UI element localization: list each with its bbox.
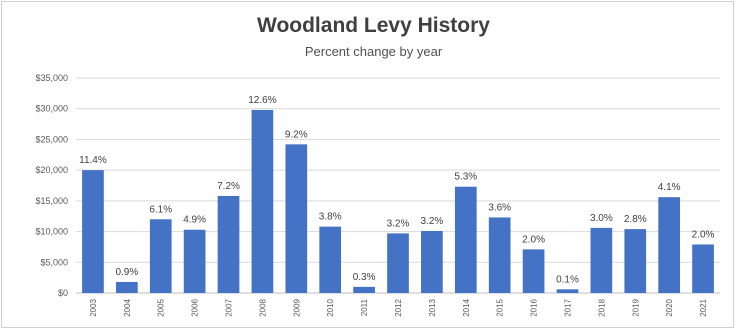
y-tick-label: $25,000 — [35, 134, 68, 144]
data-label: 4.9% — [183, 215, 206, 226]
x-tick-label: 2015 — [496, 298, 505, 316]
x-tick-label: 2010 — [326, 298, 335, 316]
bar — [82, 170, 104, 293]
bar — [488, 217, 511, 293]
x-tick-label: 2012 — [394, 298, 403, 316]
bar — [421, 230, 443, 293]
bar — [115, 281, 138, 293]
bar — [454, 186, 477, 293]
x-tick-label: 2018 — [597, 298, 606, 316]
x-tick-label: 2009 — [292, 298, 301, 316]
x-tick-label: 2013 — [428, 298, 437, 316]
data-label: 3.6% — [488, 202, 511, 213]
bar — [556, 289, 579, 293]
data-label: 0.9% — [115, 267, 138, 278]
y-tick-label: $0 — [58, 288, 68, 298]
y-tick-label: $30,000 — [35, 104, 68, 114]
bar — [658, 197, 681, 293]
y-tick-label: $10,000 — [35, 227, 68, 237]
x-tick-label: 2014 — [462, 298, 471, 316]
data-label: 11.4% — [79, 155, 107, 166]
x-tick-label: 2008 — [258, 298, 267, 316]
x-tick-label: 2003 — [89, 298, 98, 316]
bar — [319, 226, 342, 293]
data-label: 6.1% — [149, 204, 172, 215]
y-tick-label: $35,000 — [35, 73, 68, 83]
y-tick-label: $15,000 — [35, 196, 68, 206]
data-label: 9.2% — [285, 129, 308, 140]
x-tick-label: 2019 — [631, 298, 640, 316]
data-label: 3.2% — [420, 216, 443, 227]
x-tick-label: 2006 — [191, 298, 200, 316]
data-label: 3.8% — [319, 212, 342, 223]
x-tick-label: 2011 — [360, 298, 369, 316]
x-tick-label: 2021 — [699, 298, 708, 316]
bar — [183, 229, 206, 293]
x-tick-label: 2005 — [157, 298, 166, 316]
data-label: 2.0% — [692, 229, 715, 240]
data-label: 7.2% — [217, 181, 240, 192]
data-label: 0.1% — [556, 274, 579, 285]
x-tick-label: 2020 — [665, 298, 674, 316]
x-tick-label: 2004 — [123, 298, 132, 316]
bar — [353, 286, 375, 293]
chart-subtitle: Percent change by year — [304, 44, 443, 59]
bar — [387, 233, 409, 293]
bar — [217, 195, 240, 293]
data-label: 12.6% — [248, 95, 276, 106]
bar — [285, 144, 308, 293]
x-tick-label: 2007 — [225, 298, 234, 316]
data-label: 2.0% — [522, 234, 545, 245]
bar — [590, 227, 613, 293]
y-tick-label: $20,000 — [35, 165, 68, 175]
x-tick-label: 2017 — [563, 298, 572, 316]
bar — [624, 229, 647, 293]
bar — [692, 244, 714, 293]
data-label: 2.8% — [624, 214, 647, 225]
data-label: 0.3% — [353, 272, 376, 283]
x-tick-label: 2016 — [530, 298, 539, 316]
y-tick-label: $5,000 — [40, 257, 68, 267]
bar — [149, 219, 172, 293]
bar — [522, 249, 545, 293]
data-label: 3.2% — [387, 218, 410, 229]
data-label: 4.1% — [658, 182, 681, 193]
bar — [251, 109, 274, 293]
data-label: 5.3% — [454, 172, 477, 183]
data-label: 3.0% — [590, 213, 613, 224]
chart-title: Woodland Levy History — [257, 14, 490, 37]
